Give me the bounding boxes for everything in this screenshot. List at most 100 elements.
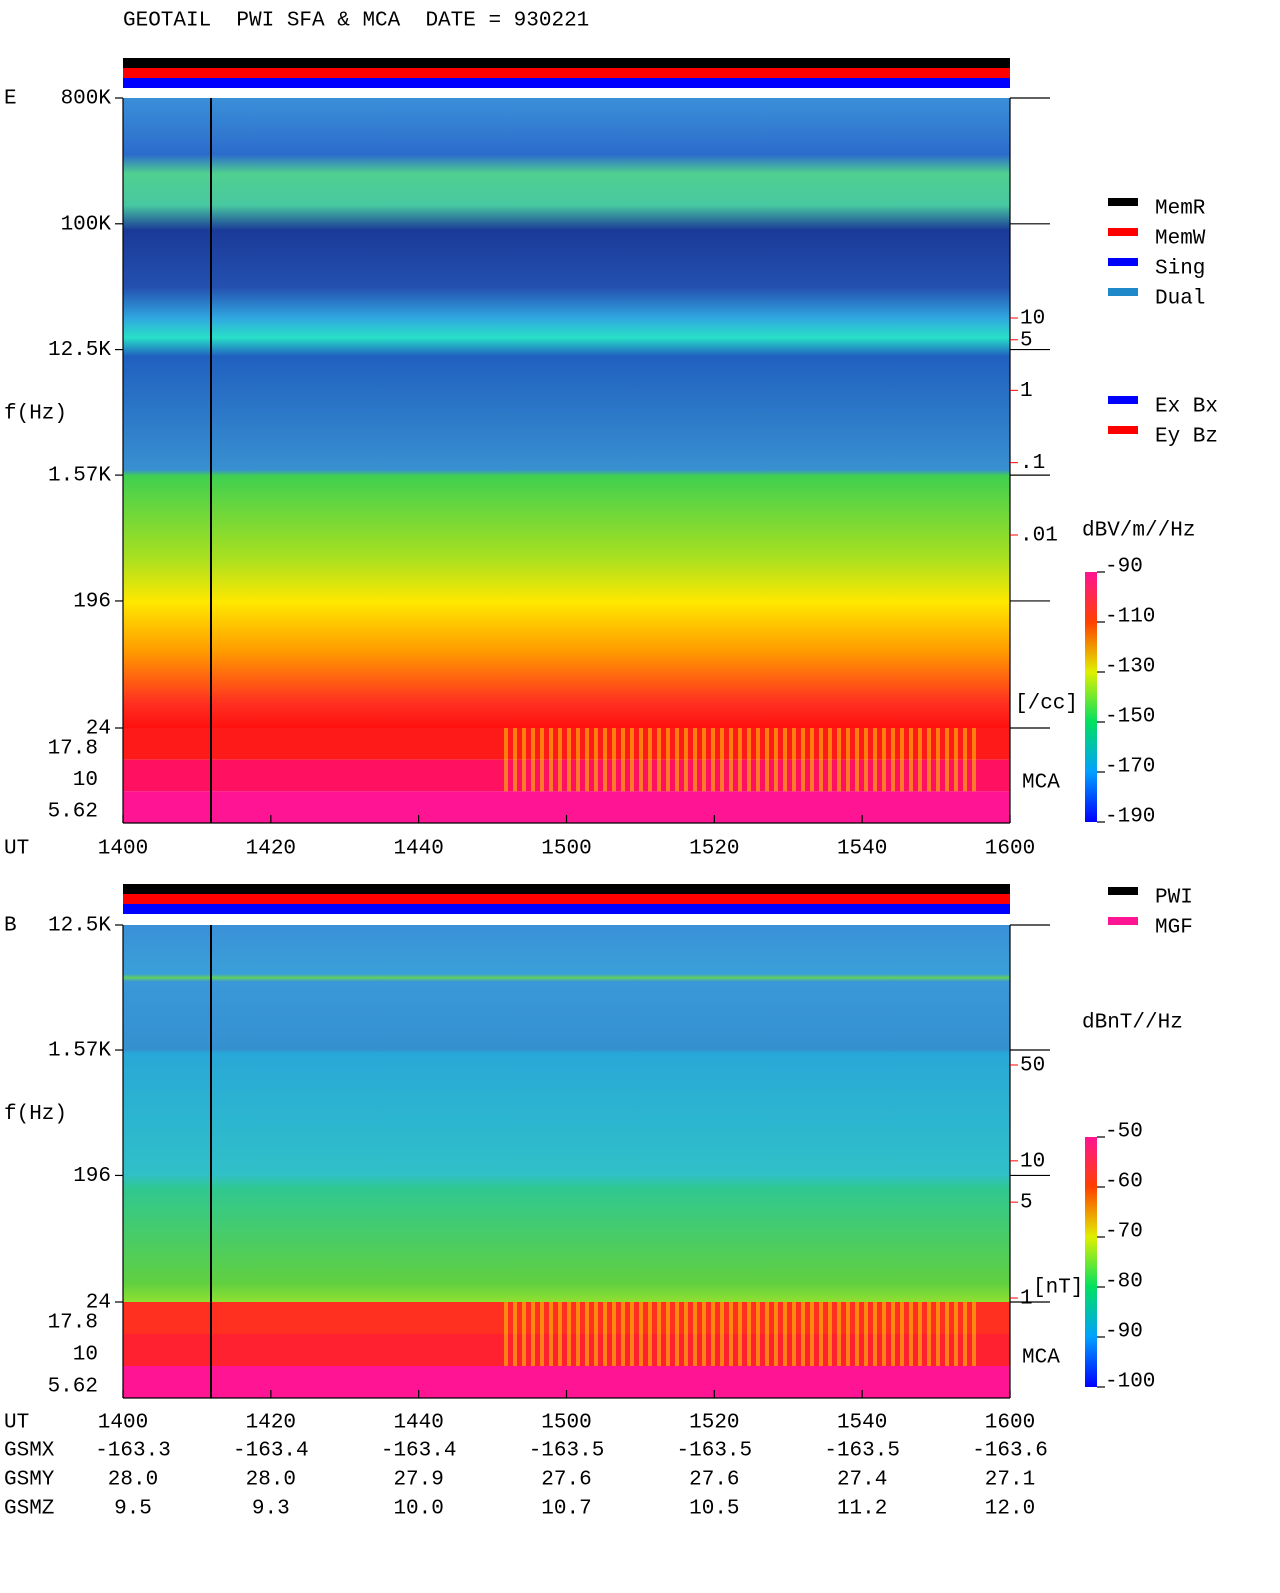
x-tick-label: 1440 (393, 838, 443, 861)
orbit-value: 27.6 (541, 1469, 591, 1492)
orbit-value: 28.0 (108, 1469, 158, 1492)
panel-label: B (4, 915, 17, 938)
title: GEOTAIL PWI SFA & MCA DATE = 930221 (123, 10, 589, 33)
legend-label: Sing (1155, 258, 1205, 281)
orbit-value: 27.4 (837, 1469, 887, 1492)
x-axis-label: UT (4, 838, 29, 861)
orbit-value: -163.5 (677, 1440, 753, 1463)
mca-stripes (500, 728, 980, 792)
orbit-value: 10.0 (393, 1498, 443, 1521)
orbit-value: 10.7 (541, 1498, 591, 1521)
legend-swatch (1108, 258, 1138, 266)
mca-channel-label: 10 (73, 1344, 98, 1367)
status-bar (123, 894, 1010, 904)
x-tick-label: 1500 (541, 838, 591, 861)
spectrogram (123, 98, 1010, 728)
y-tick-label: 800K (61, 88, 112, 111)
legend-swatch (1108, 887, 1138, 895)
orbit-value: -163.6 (972, 1440, 1048, 1463)
y-tick-label: 196 (73, 591, 111, 614)
colorbar-title: dBV/m//Hz (1082, 520, 1195, 543)
colorbar-tick-label: -130 (1105, 656, 1155, 679)
x-axis-label: UT (4, 1412, 29, 1435)
mca-label: MCA (1022, 772, 1060, 795)
mca-channel-label: 5.62 (48, 801, 98, 824)
legend-label: MemR (1155, 198, 1206, 221)
scale-unit: [nT] (1033, 1277, 1083, 1300)
x-tick-label: 1600 (985, 1412, 1035, 1435)
colorbar-tick-label: -70 (1105, 1221, 1143, 1244)
colorbar-tick-label: -90 (1105, 556, 1143, 579)
x-tick-label: 1500 (541, 1412, 591, 1435)
mca-channel-label: 10 (73, 769, 98, 792)
colorbar-tick-label: -100 (1105, 1371, 1155, 1394)
colorbar-tick-label: -170 (1105, 756, 1155, 779)
orbit-value: 11.2 (837, 1498, 887, 1521)
scale-unit: [/cc] (1015, 693, 1078, 716)
colorbar (1085, 1137, 1097, 1387)
legend-label: Ex Bx (1155, 396, 1218, 419)
legend-swatch (1108, 228, 1138, 236)
orbit-value: 27.9 (393, 1469, 443, 1492)
status-bar (123, 58, 1010, 68)
colorbar-tick-label: -150 (1105, 706, 1155, 729)
scale-tick-label: 5 (1020, 1192, 1033, 1215)
x-tick-label: 1520 (689, 838, 739, 861)
orbit-row-name: GSMZ (4, 1498, 54, 1521)
panel-label: E (4, 88, 17, 111)
scale-tick-label: 10 (1020, 1150, 1045, 1173)
legend-swatch (1108, 426, 1138, 434)
mca-stripes (500, 1302, 980, 1366)
colorbar-tick-label: -60 (1105, 1171, 1143, 1194)
legend-swatch (1108, 198, 1138, 206)
y-axis-label: f(Hz) (4, 1103, 67, 1126)
orbit-value: -163.4 (381, 1440, 457, 1463)
scale-tick-label: 10 (1020, 308, 1045, 331)
y-tick-label: 196 (73, 1165, 111, 1188)
x-tick-label: 1400 (98, 838, 148, 861)
orbit-value: -163.4 (233, 1440, 309, 1463)
x-tick-label: 1600 (985, 838, 1035, 861)
y-tick-label: 12.5K (48, 339, 111, 362)
spectrogram (123, 925, 1010, 1302)
orbit-value: 28.0 (246, 1469, 296, 1492)
legend-label: PWI (1155, 887, 1193, 910)
colorbar-tick-label: -90 (1105, 1321, 1143, 1344)
scale-tick-label: 5 (1020, 329, 1033, 352)
colorbar-tick-label: -50 (1105, 1121, 1143, 1144)
orbit-value: 27.6 (689, 1469, 739, 1492)
status-bar (123, 904, 1010, 914)
status-bar (123, 78, 1010, 88)
colorbar-tick-label: -190 (1105, 806, 1155, 829)
x-tick-label: 1420 (246, 838, 296, 861)
scale-tick-label: 1 (1020, 380, 1033, 403)
x-tick-label: 1420 (246, 1412, 296, 1435)
orbit-value: -163.3 (95, 1440, 171, 1463)
mca-channel-label: 5.62 (48, 1376, 98, 1399)
orbit-value: 10.5 (689, 1498, 739, 1521)
scale-tick-label: 1 (1020, 1288, 1033, 1311)
legend-label: MGF (1155, 917, 1193, 940)
orbit-value: -163.5 (529, 1440, 605, 1463)
y-tick-label: 24 (86, 718, 111, 741)
status-bar (123, 884, 1010, 894)
mca-channel-label: 17.8 (48, 1312, 98, 1335)
y-tick-label: 1.57K (48, 1040, 111, 1063)
colorbar-title: dBnT//Hz (1082, 1012, 1183, 1035)
x-tick-label: 1400 (98, 1412, 148, 1435)
legend-swatch (1108, 917, 1138, 925)
x-tick-label: 1440 (393, 1412, 443, 1435)
orbit-value: 12.0 (985, 1498, 1035, 1521)
y-tick-label: 100K (61, 213, 112, 236)
status-bar (123, 68, 1010, 78)
colorbar (1085, 572, 1097, 822)
legend-swatch (1108, 396, 1138, 404)
scale-tick-label: .01 (1020, 525, 1058, 548)
x-tick-label: 1540 (837, 838, 887, 861)
y-tick-label: 12.5K (48, 915, 111, 938)
x-tick-label: 1520 (689, 1412, 739, 1435)
orbit-value: 27.1 (985, 1469, 1035, 1492)
orbit-value: 9.3 (252, 1498, 290, 1521)
scale-tick-label: .1 (1020, 452, 1045, 475)
